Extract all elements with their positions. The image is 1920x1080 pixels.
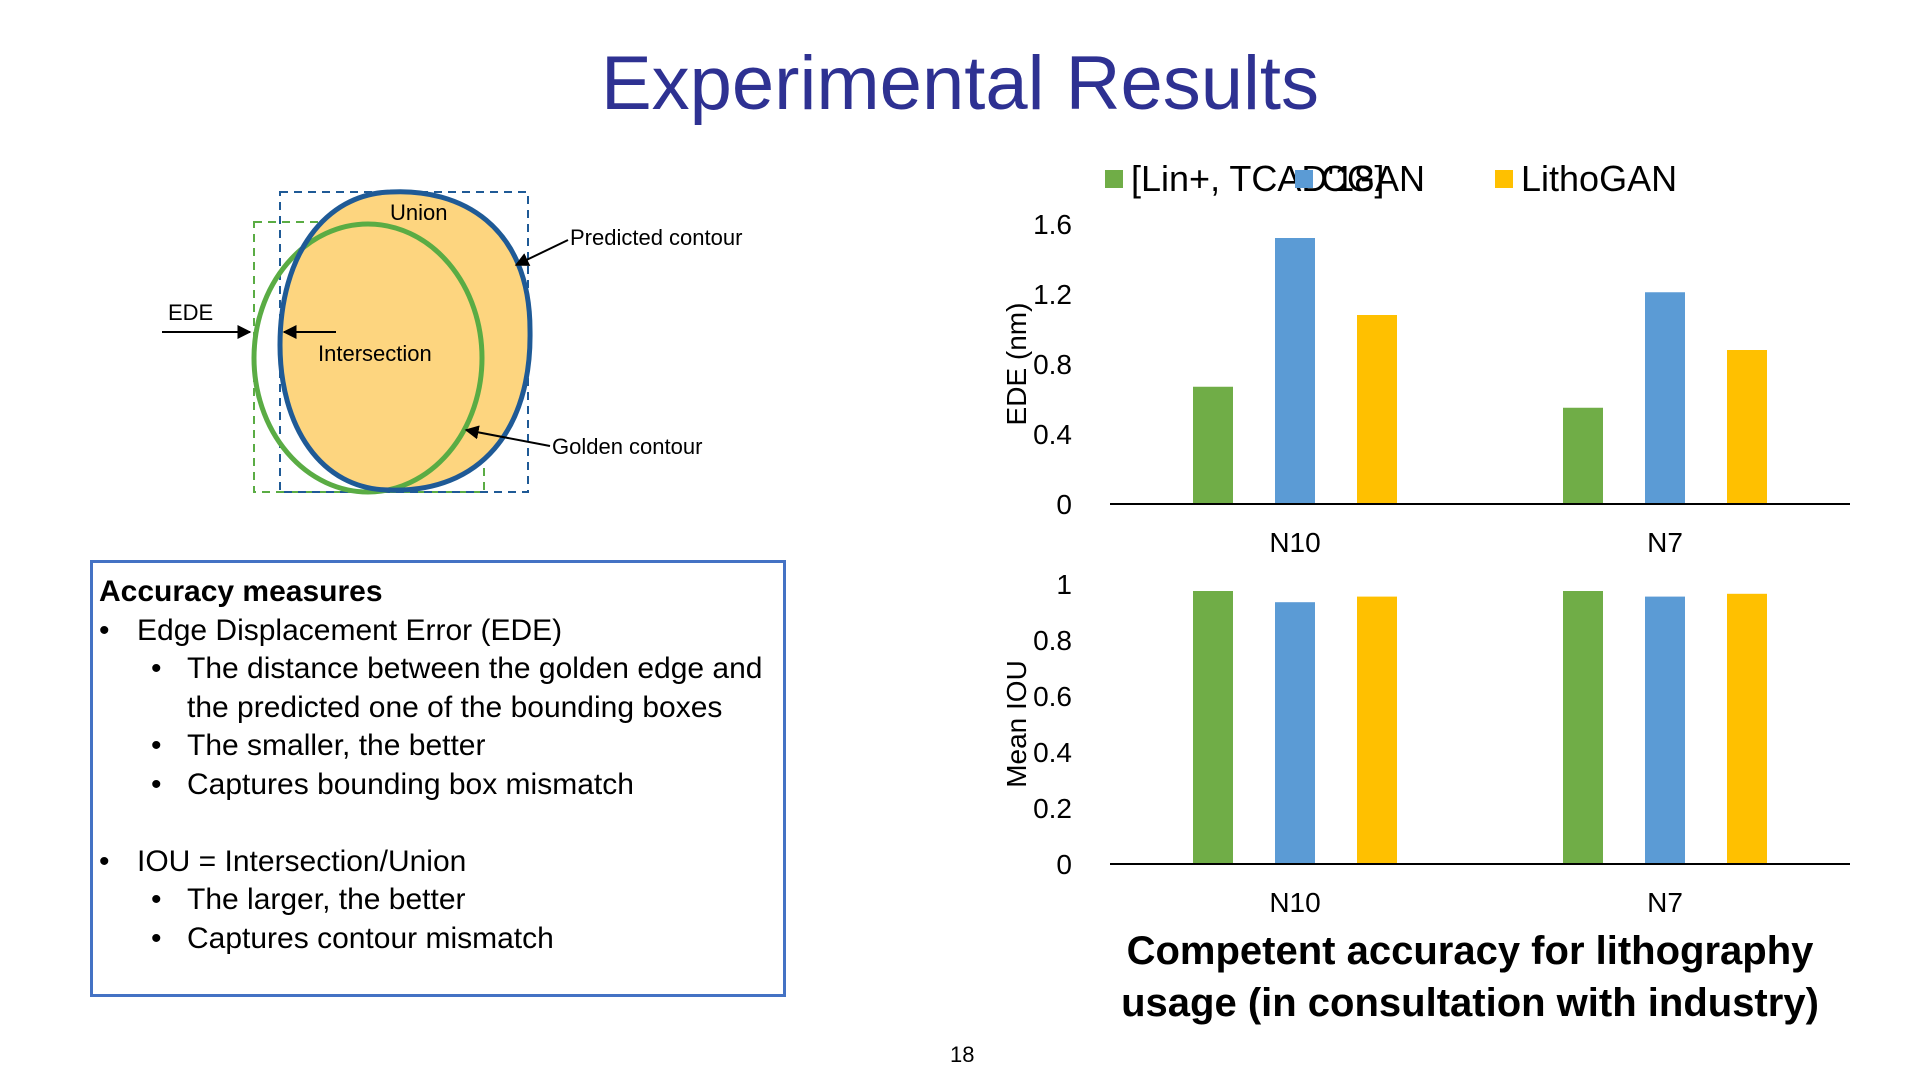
y-tick-label: 0.8 (1033, 625, 1072, 656)
bar (1357, 315, 1397, 504)
measures-heading: Accuracy measures (99, 575, 383, 608)
ede-label: EDE (168, 300, 213, 325)
predicted-contour (277, 189, 533, 493)
bar (1193, 386, 1233, 504)
y-tick-label: 0.6 (1033, 681, 1072, 712)
y-axis-label: Mean IOU (1001, 660, 1032, 788)
ede-point: The distance between the golden edge and… (99, 650, 777, 727)
legend-label: CGAN (1321, 158, 1425, 199)
golden-contour (251, 221, 485, 495)
bar (1563, 407, 1603, 504)
y-tick-label: 0 (1056, 489, 1072, 520)
iou-point: The larger, the better (99, 881, 777, 920)
bar (1727, 350, 1767, 504)
x-tick-label: N10 (1269, 887, 1320, 918)
x-tick-label: N7 (1647, 887, 1683, 918)
golden-contour-label: Golden contour (552, 434, 702, 459)
accuracy-charts: [Lin+, TCAD'18]CGAN LithoGAN 0 0.4 0.8 1.2 1.… (1001, 158, 1850, 918)
intersection-label: Intersection (318, 341, 432, 366)
legend-swatch (1295, 170, 1313, 188)
y-tick-label: 1.2 (1033, 279, 1072, 310)
bar (1645, 596, 1685, 864)
page-number: 18 (950, 1042, 975, 1067)
predicted-contour-label: Predicted contour (570, 225, 742, 250)
x-tick-label: N7 (1647, 527, 1683, 558)
y-tick-label: 1 (1056, 569, 1072, 600)
bar (1275, 602, 1315, 864)
y-tick-label: 0.8 (1033, 349, 1072, 380)
legend-label: [Lin+, TCAD'18] (1131, 158, 1384, 199)
legend-swatch (1495, 170, 1513, 188)
iou-bullet: IOU = Intersection/Union (99, 843, 777, 882)
y-tick-label: 0.2 (1033, 793, 1072, 824)
y-tick-label: 1.6 (1033, 209, 1072, 240)
bar (1645, 292, 1685, 504)
bar (1275, 238, 1315, 504)
contour-diagram: Union Intersection EDE Predicted contour… (162, 189, 742, 495)
ede-chart: 0 0.4 0.8 1.2 1.6 EDE (nm) N10 N7 (1001, 209, 1850, 558)
union-label: Union (390, 200, 447, 225)
iou-chart: 0 0.2 0.4 0.6 0.8 1 Mean IOU N10 N7 (1001, 569, 1850, 918)
bar (1563, 591, 1603, 864)
legend-label: LithoGAN (1521, 158, 1677, 199)
predicted-contour-fill (280, 191, 531, 491)
chart-caption: Competent accuracy for lithography usage… (1121, 929, 1819, 1025)
slide-title: Experimental Results (600, 41, 1320, 126)
legend-swatch (1105, 170, 1123, 188)
y-tick-label: 0.4 (1033, 419, 1072, 450)
ede-point: The smaller, the better (99, 727, 777, 766)
ede-point: Captures bounding box mismatch (99, 766, 777, 805)
x-tick-label: N10 (1269, 527, 1320, 558)
accuracy-measures-box: Accuracy measures Edge Displacement Erro… (90, 560, 786, 997)
y-axis-label: EDE (nm) (1001, 303, 1032, 426)
iou-point: Captures contour mismatch (99, 920, 777, 959)
bar (1357, 596, 1397, 864)
chart-legend: [Lin+, TCAD'18]CGAN LithoGAN (1105, 158, 1677, 199)
y-tick-label: 0.4 (1033, 737, 1072, 768)
predicted-arrow (514, 239, 569, 266)
bar (1727, 593, 1767, 864)
golden-arrow (464, 425, 551, 447)
ede-bullet: Edge Displacement Error (EDE) (99, 612, 777, 651)
y-tick-label: 0 (1056, 849, 1072, 880)
bar (1193, 591, 1233, 864)
